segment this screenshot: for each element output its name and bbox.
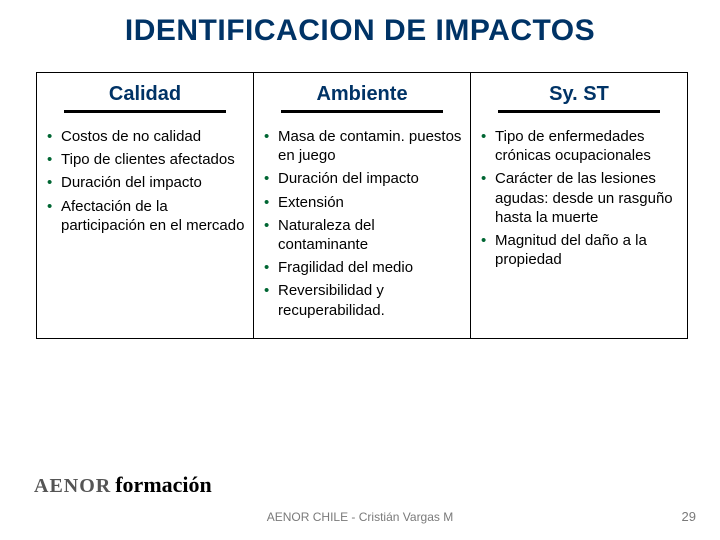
list-item: • Tipo de clientes afectados (47, 150, 247, 169)
column-syst: Sy. ST • Tipo de enfermedades crónicas oc… (470, 73, 687, 338)
bullet-icon: • (264, 260, 269, 275)
list-item: • Carácter de las lesiones agudas: desde … (481, 169, 681, 227)
column-header-label: Ambiente (316, 83, 407, 105)
list-item-text: Magnitud del daño a la propiedad (495, 232, 647, 268)
list-item: • Afectación de la participación en el me… (47, 197, 247, 235)
list-item: • Naturaleza del contaminante (264, 216, 464, 254)
column-header: Sy. ST (471, 73, 687, 119)
bullet-icon: • (47, 199, 52, 214)
header-rule (281, 110, 443, 113)
list-item: • Masa de contamin. puestos en juego (264, 127, 464, 165)
list-item-text: Extensión (278, 194, 344, 211)
column-header-label: Sy. ST (549, 83, 609, 105)
bullet-icon: • (264, 129, 269, 144)
page-number: 29 (682, 509, 696, 524)
column-header: Calidad (37, 73, 253, 119)
list-item-text: Fragilidad del medio (278, 259, 413, 276)
list-item-text: Duración del impacto (278, 170, 419, 187)
bullet-icon: • (481, 129, 486, 144)
list-item-text: Reversibilidad y recuperabilidad. (278, 282, 385, 318)
header-rule (64, 110, 226, 113)
list-item: • Duración del impacto (264, 169, 464, 188)
bullet-icon: • (47, 152, 52, 167)
bullet-icon: • (264, 195, 269, 210)
bullet-list: • Masa de contamin. puestos en juego • Dur… (264, 127, 464, 320)
list-item-text: Carácter de las lesiones agudas: desde u… (495, 170, 673, 225)
column-body: • Masa de contamin. puestos en juego • Dur… (254, 119, 470, 338)
list-item-text: Costos de no calidad (61, 128, 201, 145)
bullet-icon: • (264, 283, 269, 298)
list-item-text: Tipo de enfermedades crónicas ocupaciona… (495, 128, 651, 164)
list-item: • Costos de no calidad (47, 127, 247, 146)
bullet-icon: • (481, 171, 486, 186)
list-item-text: Afectación de la participación en el mer… (61, 198, 244, 234)
list-item: • Magnitud del daño a la propiedad (481, 231, 681, 269)
bullet-icon: • (264, 218, 269, 233)
column-header-label: Calidad (109, 83, 181, 105)
list-item-text: Tipo de clientes afectados (61, 151, 235, 168)
column-ambiente: Ambiente • Masa de contamin. puestos en j… (253, 73, 470, 338)
logo-part1: AENOR (34, 475, 111, 498)
list-item: • Fragilidad del medio (264, 258, 464, 277)
column-body: • Costos de no calidad • Tipo de clientes … (37, 119, 253, 338)
column-header: Ambiente (254, 73, 470, 119)
list-item-text: Naturaleza del contaminante (278, 217, 375, 253)
column-body: • Tipo de enfermedades crónicas ocupacion… (471, 119, 687, 338)
list-item-text: Masa de contamin. puestos en juego (278, 128, 461, 164)
list-item: • Reversibilidad y recuperabilidad. (264, 281, 464, 319)
list-item: • Duración del impacto (47, 173, 247, 192)
impact-table: Calidad • Costos de no calidad • Tipo de c… (36, 72, 688, 339)
bullet-icon: • (47, 129, 52, 144)
slide: IDENTIFICACION DE IMPACTOS Calidad • Cost… (0, 0, 720, 540)
bullet-icon: • (264, 171, 269, 186)
logo: AENOR formación (34, 472, 212, 498)
logo-part2: formación (115, 472, 212, 498)
list-item-text: Duración del impacto (61, 174, 202, 191)
header-rule (498, 110, 660, 113)
list-item: • Tipo de enfermedades crónicas ocupacion… (481, 127, 681, 165)
column-calidad: Calidad • Costos de no calidad • Tipo de c… (37, 73, 253, 338)
list-item: • Extensión (264, 193, 464, 212)
bullet-list: • Tipo de enfermedades crónicas ocupacion… (481, 127, 681, 269)
bullet-icon: • (47, 175, 52, 190)
bullet-list: • Costos de no calidad • Tipo de clientes … (47, 127, 247, 235)
page-title: IDENTIFICACION DE IMPACTOS (30, 14, 690, 48)
footer-text: AENOR CHILE - Cristián Vargas M (0, 510, 720, 524)
bullet-icon: • (481, 233, 486, 248)
